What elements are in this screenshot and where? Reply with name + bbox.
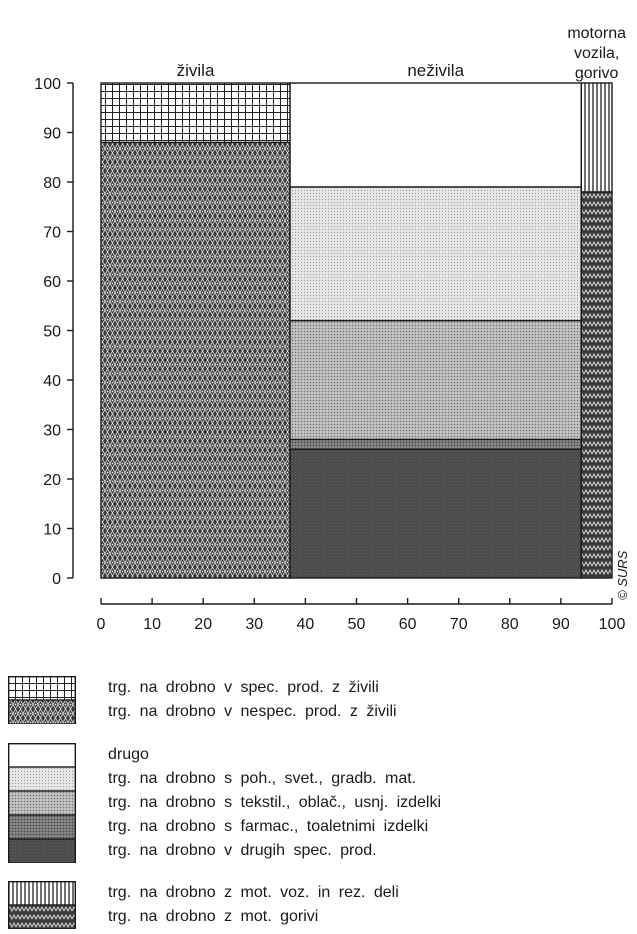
x-tick-label: 40 — [297, 616, 315, 633]
mosaic-chart: 0 10 20 30 40 50 60 70 80 90 100 0 10 20 30 40 50 60 70 80 9… — [34, 25, 630, 633]
legend-label: trg. na drobno v nespec. prod. z živili — [108, 703, 397, 720]
y-tick-label: 10 — [43, 522, 61, 539]
segment-mot_gorivi — [580, 191, 613, 579]
legend-label: trg. na drobno s tekstil., oblač., usnj.… — [108, 794, 442, 811]
column-header: živila — [177, 61, 215, 80]
y-tick-label: 60 — [43, 274, 61, 291]
legend-swatch-poh_svet — [8, 767, 76, 791]
legend-item: trg. na drobno v spec. prod. z živili — [8, 676, 397, 700]
legend-item: trg. na drobno s tekstil., oblač., usnj.… — [8, 791, 441, 815]
legend-item: trg. na drobno s farmac., toaletnimi izd… — [8, 815, 441, 839]
legend-item: trg. na drobno s poh., svet., gradb. mat… — [8, 767, 441, 791]
legend-swatch-mot_voz — [8, 881, 76, 905]
x-tick-label: 30 — [245, 616, 263, 633]
legend-group: drugo trg. na drobno s poh., svet., gradb… — [8, 743, 441, 863]
y-tick-label: 70 — [43, 225, 61, 242]
y-tick-label: 80 — [43, 175, 61, 192]
column-header-line: gorivo — [575, 65, 619, 82]
y-tick-label: 20 — [43, 472, 61, 489]
legend-label: trg. na drobno v drugih spec. prod. — [108, 842, 377, 859]
y-tick-label: 0 — [52, 571, 61, 588]
segment-drugo — [289, 82, 583, 188]
segment-poh_svet — [289, 186, 583, 322]
legend-swatch-drugih_spec — [8, 839, 76, 863]
segment-nespec_zivila — [100, 141, 291, 579]
legend-group: trg. na drobno z mot. voz. in rez. deli t… — [8, 881, 399, 929]
segment-mot_voz — [580, 82, 613, 193]
legend-swatch-drugo — [8, 743, 76, 767]
x-tick-label: 70 — [450, 616, 468, 633]
y-tick-label: 30 — [43, 423, 61, 440]
y-tick-label: 40 — [43, 373, 61, 390]
x-tick-label: 20 — [194, 616, 212, 633]
segment-tekstil — [289, 319, 583, 441]
legend-item: trg. na drobno v drugih spec. prod. — [8, 839, 441, 863]
column-header-line: vozila, — [574, 45, 619, 62]
legend-label: trg. na drobno s farmac., toaletnimi izd… — [108, 818, 429, 835]
legend-item: trg. na drobno z mot. voz. in rez. deli — [8, 881, 399, 905]
x-tick-label: 80 — [501, 616, 519, 633]
y-tick-label: 100 — [34, 76, 61, 93]
legend-label: trg. na drobno z mot. voz. in rez. deli — [108, 884, 399, 901]
x-tick-label: 10 — [143, 616, 161, 633]
legend-swatch-mot_gorivi — [8, 905, 76, 929]
x-tick-label: 60 — [399, 616, 417, 633]
legend-label: trg. na drobno v spec. prod. z živili — [108, 679, 379, 696]
x-tick-label: 50 — [348, 616, 366, 633]
segment-spec_zivila — [100, 82, 291, 144]
legend-item: drugo — [8, 743, 441, 767]
x-tick-label: 0 — [97, 616, 106, 633]
legend-swatch-nespec_zivila — [8, 700, 76, 724]
legend-group: trg. na drobno v spec. prod. z živili trg… — [8, 676, 397, 724]
column-header-line: motorna — [567, 25, 626, 42]
copyright-credit: © SURS — [615, 550, 630, 600]
y-tick-label: 50 — [43, 324, 61, 341]
legend-item: trg. na drobno v nespec. prod. z živili — [8, 700, 397, 724]
legend-swatch-tekstil — [8, 791, 76, 815]
legend-item: trg. na drobno z mot. gorivi — [8, 905, 399, 929]
segment-drugih_spec — [289, 448, 583, 579]
legend-label: drugo — [108, 746, 149, 763]
legend-swatch-farmac — [8, 815, 76, 839]
segment-farmac — [289, 438, 583, 450]
column-header: neživila — [407, 61, 464, 80]
x-tick-label: 100 — [599, 616, 626, 633]
legend-label: trg. na drobno z mot. gorivi — [108, 908, 319, 925]
y-tick-label: 90 — [43, 126, 61, 143]
x-tick-label: 90 — [552, 616, 570, 633]
legend-swatch-spec_zivila — [8, 676, 76, 700]
legend-label: trg. na drobno s poh., svet., gradb. mat… — [108, 770, 417, 787]
